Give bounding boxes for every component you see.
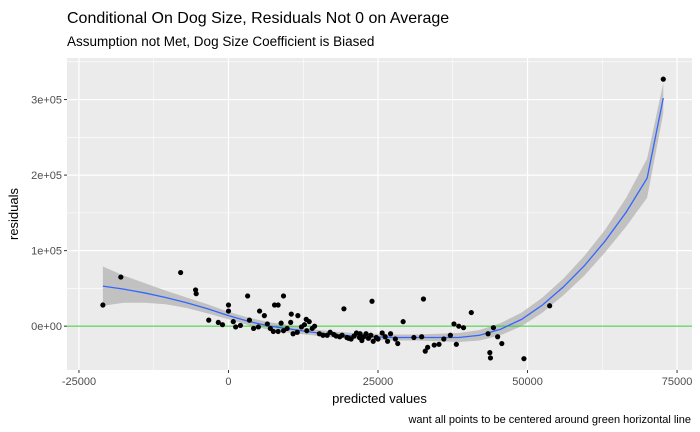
data-point bbox=[288, 311, 294, 317]
points-layer bbox=[100, 76, 666, 362]
data-point bbox=[215, 319, 221, 326]
data-point bbox=[384, 338, 391, 344]
data-point bbox=[357, 331, 363, 337]
data-point bbox=[375, 336, 381, 342]
data-point bbox=[521, 356, 527, 362]
x-axis-label: predicted values bbox=[332, 391, 427, 406]
data-point bbox=[499, 340, 505, 347]
data-point bbox=[261, 313, 267, 319]
data-point bbox=[487, 350, 493, 356]
data-point bbox=[490, 325, 497, 331]
data-point bbox=[431, 342, 437, 348]
data-point bbox=[547, 303, 553, 309]
data-point bbox=[387, 331, 394, 337]
data-point bbox=[341, 306, 347, 312]
data-point bbox=[453, 341, 459, 347]
data-point bbox=[294, 329, 300, 335]
data-point bbox=[382, 334, 388, 340]
data-point bbox=[425, 344, 431, 350]
x-tick-label: 75000 bbox=[662, 376, 693, 388]
data-point bbox=[436, 341, 442, 347]
data-point bbox=[255, 324, 261, 330]
y-tick-label: 3e+05 bbox=[31, 95, 62, 107]
data-point bbox=[306, 319, 312, 325]
chart-subtitle: Assumption not Met, Dog Size Coefficient… bbox=[67, 34, 374, 49]
data-point bbox=[460, 325, 467, 331]
data-point bbox=[411, 334, 417, 341]
data-point bbox=[447, 332, 453, 338]
data-point bbox=[230, 319, 236, 325]
data-point bbox=[363, 331, 369, 337]
data-point bbox=[278, 320, 284, 326]
data-point bbox=[392, 336, 398, 342]
data-point bbox=[275, 302, 281, 308]
data-point bbox=[206, 317, 212, 323]
data-point bbox=[178, 269, 184, 276]
data-point bbox=[485, 331, 491, 337]
data-point bbox=[295, 313, 301, 319]
data-point bbox=[264, 321, 270, 327]
data-point bbox=[660, 76, 666, 82]
y-axis-label: residuals bbox=[6, 187, 21, 240]
data-point bbox=[495, 334, 501, 340]
data-point bbox=[219, 322, 226, 328]
data-point bbox=[395, 340, 401, 347]
data-point bbox=[225, 308, 232, 314]
y-tick-label: 0e+00 bbox=[31, 321, 62, 333]
data-point bbox=[304, 328, 310, 334]
data-point bbox=[233, 324, 239, 330]
data-point bbox=[301, 322, 308, 328]
data-point bbox=[468, 309, 474, 316]
data-point bbox=[100, 302, 106, 308]
y-axis: 0e+00 1e+05 2e+05 3e+05 bbox=[31, 95, 67, 333]
data-point bbox=[370, 338, 376, 344]
data-point bbox=[270, 328, 276, 335]
data-point bbox=[271, 302, 278, 308]
data-point bbox=[420, 296, 427, 302]
data-point bbox=[225, 302, 232, 308]
data-point bbox=[193, 291, 199, 297]
x-axis: -25000 0 25000 50000 75000 bbox=[62, 370, 693, 388]
data-point bbox=[422, 348, 428, 354]
data-point bbox=[280, 293, 287, 299]
data-point bbox=[290, 331, 296, 337]
data-point bbox=[441, 336, 447, 342]
data-point bbox=[339, 332, 345, 338]
data-point bbox=[118, 274, 124, 280]
data-point bbox=[369, 298, 375, 304]
data-point bbox=[288, 319, 294, 326]
data-point bbox=[237, 322, 244, 329]
data-point bbox=[246, 317, 253, 323]
data-point bbox=[456, 323, 462, 329]
data-point bbox=[284, 325, 290, 332]
y-tick-label: 1e+05 bbox=[31, 246, 62, 258]
chart-title: Conditional On Dog Size, Residuals Not 0… bbox=[67, 10, 449, 27]
data-point bbox=[368, 332, 374, 338]
data-point bbox=[379, 330, 385, 336]
x-tick-label: 25000 bbox=[363, 376, 394, 388]
x-tick-label: -25000 bbox=[62, 376, 96, 388]
data-point bbox=[419, 334, 425, 340]
plot-panel bbox=[67, 58, 692, 370]
data-point bbox=[256, 308, 263, 314]
data-point bbox=[487, 355, 494, 361]
y-tick-label: 2e+05 bbox=[31, 170, 62, 182]
chart-caption: want all points to be centered around gr… bbox=[407, 414, 691, 426]
data-point bbox=[275, 328, 281, 335]
x-tick-label: 0 bbox=[225, 376, 231, 388]
data-point bbox=[251, 325, 257, 332]
data-point bbox=[245, 293, 251, 299]
data-point bbox=[451, 321, 457, 327]
data-point bbox=[320, 332, 326, 338]
x-tick-label: 50000 bbox=[512, 376, 543, 388]
data-point bbox=[400, 319, 406, 325]
data-point bbox=[312, 323, 318, 329]
